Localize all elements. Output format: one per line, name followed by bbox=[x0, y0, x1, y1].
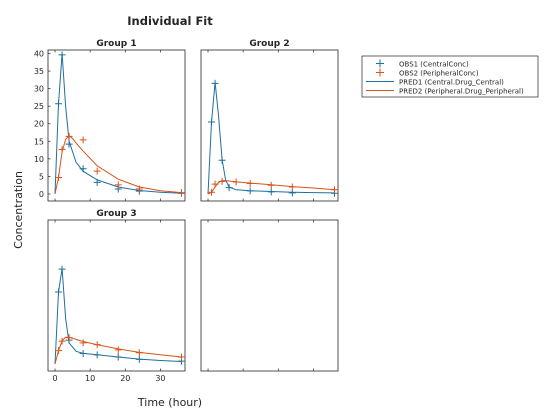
plot-area bbox=[54, 51, 185, 197]
obs1-marker bbox=[55, 288, 63, 296]
plot-area bbox=[207, 79, 338, 197]
axes-box bbox=[200, 49, 339, 202]
obs1-marker bbox=[65, 140, 73, 148]
obs2-marker bbox=[55, 173, 63, 181]
y-tick-label: 15 bbox=[34, 137, 44, 146]
y-tick-label: 35 bbox=[34, 67, 44, 76]
axes-box bbox=[200, 219, 339, 372]
obs2-marker bbox=[93, 167, 101, 175]
y-tick-label: 25 bbox=[34, 102, 44, 111]
obs2-marker bbox=[114, 346, 122, 354]
x-axis-label: Time (hour) bbox=[137, 396, 202, 409]
y-axis-label: Concentration bbox=[12, 171, 25, 249]
y-tick-label: 0 bbox=[39, 190, 44, 199]
obs2-marker bbox=[65, 132, 73, 140]
legend-obs1-label: OBS1 (CentralConc) bbox=[399, 60, 469, 68]
x-tick-label: 0 bbox=[52, 374, 57, 383]
obs1-marker bbox=[225, 184, 233, 192]
obs2-marker bbox=[135, 349, 143, 357]
legend: OBS1 (CentralConc)OBS2 (PeripheralConc)P… bbox=[361, 55, 539, 98]
obs2-marker bbox=[218, 177, 226, 185]
subplot-3: Group 3 0 10 20 30 bbox=[47, 209, 186, 383]
obs1-marker bbox=[93, 351, 101, 359]
obs1-marker bbox=[246, 187, 254, 195]
y-tick-label: 10 bbox=[34, 155, 44, 164]
obs1-marker bbox=[93, 178, 101, 186]
y-tick-label: 20 bbox=[34, 120, 44, 129]
obs2-marker bbox=[211, 180, 219, 188]
obs2-marker bbox=[208, 188, 216, 196]
legend-obs2-marker bbox=[376, 68, 384, 77]
x-tick-label: 20 bbox=[120, 374, 130, 383]
obs1-marker bbox=[55, 100, 63, 108]
x-tick-label: 10 bbox=[85, 374, 95, 383]
obs2-marker bbox=[58, 337, 66, 345]
y-tick-label: 30 bbox=[34, 85, 44, 94]
obs2-marker bbox=[79, 136, 87, 144]
axes-box bbox=[47, 219, 186, 372]
obs1-marker bbox=[208, 118, 216, 126]
obs2-marker bbox=[58, 145, 66, 153]
obs2-marker bbox=[267, 181, 275, 189]
obs2-marker bbox=[232, 178, 240, 186]
obs2-marker bbox=[93, 341, 101, 349]
y-tick-label: 5 bbox=[39, 172, 44, 181]
legend-obs1-marker bbox=[376, 59, 384, 68]
obs1-marker bbox=[114, 353, 122, 361]
axes-box bbox=[47, 49, 186, 202]
obs2-marker bbox=[246, 179, 254, 187]
obs1-marker bbox=[267, 188, 275, 196]
obs1-marker bbox=[58, 51, 66, 59]
obs2-marker bbox=[288, 183, 296, 191]
obs1-marker bbox=[211, 79, 219, 87]
subplot-title: Group 2 bbox=[249, 39, 289, 49]
subplot-title: Group 3 bbox=[96, 209, 136, 219]
plot-area bbox=[54, 265, 185, 365]
chart-title: Individual Fit bbox=[127, 14, 213, 28]
obs1-marker bbox=[218, 156, 226, 164]
y-tick-label: 40 bbox=[34, 50, 44, 59]
legend-obs2-label: OBS2 (PeripheralConc) bbox=[399, 69, 479, 77]
obs2-marker bbox=[177, 353, 185, 361]
obs1-marker bbox=[79, 349, 87, 357]
obs2-marker bbox=[114, 181, 122, 189]
obs2-marker bbox=[135, 185, 143, 193]
subplots: Group 1 0 5 10 15 20 25 30 35 40 Group 2 Group 3 0 10… bbox=[34, 39, 339, 383]
subplot-title: Group 1 bbox=[96, 39, 136, 49]
x-tick-label: 30 bbox=[155, 374, 165, 383]
subplot-1: Group 1 0 5 10 15 20 25 30 35 40 bbox=[34, 39, 186, 202]
obs2-marker bbox=[55, 347, 63, 355]
obs2-marker bbox=[177, 189, 185, 197]
obs2-marker bbox=[65, 334, 73, 342]
subplot-4 bbox=[200, 219, 339, 372]
legend-pred2-label: PRED2 (Peripheral.Drug_Peripheral) bbox=[399, 87, 524, 95]
obs1-marker bbox=[58, 265, 66, 273]
obs1-marker bbox=[79, 165, 87, 173]
obs1-marker bbox=[135, 355, 143, 363]
legend-pred1-label: PRED1 (Central.Drug_Central) bbox=[399, 78, 504, 86]
subplot-2: Group 2 bbox=[200, 39, 339, 202]
obs1-marker bbox=[288, 189, 296, 197]
obs2-marker bbox=[79, 339, 87, 347]
obs2-marker bbox=[330, 186, 338, 194]
